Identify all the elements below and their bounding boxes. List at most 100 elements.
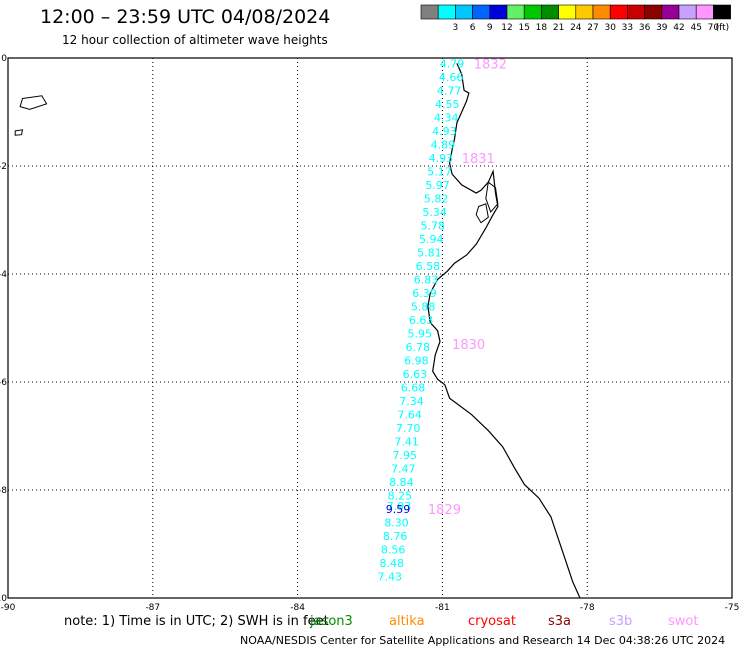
colorbar-label: 42 <box>673 23 684 33</box>
colorbar-label: 21 <box>553 23 564 33</box>
swh-label: 7.70 <box>396 422 421 435</box>
colorbar-label: 36 <box>639 23 651 33</box>
swh-label: 5.88 <box>411 300 436 313</box>
galapagos-island <box>19 95 48 110</box>
plot-border <box>7 57 733 599</box>
swh-label: 4.77 <box>437 84 462 97</box>
swh-label: 6.98 <box>404 354 429 367</box>
mission-altika: altika <box>389 614 425 629</box>
swh-label: 8.56 <box>381 543 406 556</box>
time-label: 1830 <box>452 338 485 353</box>
swh-labels: 4.794.664.774.554.344.934.894.935.175.97… <box>378 57 465 583</box>
swh-label: 7.34 <box>399 395 424 408</box>
colorbar-label: 70 <box>708 23 720 33</box>
colorbar-swatch <box>472 4 491 20</box>
swh-label: 6.63 <box>403 368 428 381</box>
mission-s3b: s3b <box>609 614 632 629</box>
colorbar-swatch <box>523 4 542 20</box>
swh-label: 4.93 <box>429 152 454 165</box>
y-tick-label: -10 <box>0 594 7 604</box>
swh-label: 7.47 <box>391 462 416 475</box>
swh-label: 5.94 <box>419 233 444 246</box>
colorbar-swatch <box>541 4 559 20</box>
swh-label: 6.83 <box>414 273 439 286</box>
swh-label: 5.82 <box>424 192 449 205</box>
swh-label: 5.95 <box>407 327 432 340</box>
swh-label: 7.95 <box>393 449 418 462</box>
time-label: 1829 <box>428 503 461 518</box>
swh-label: 5.78 <box>420 219 445 232</box>
coastline <box>14 63 581 599</box>
chart-subtitle: 12 hour collection of altimeter wave hei… <box>62 33 328 47</box>
swh-label: 6.78 <box>406 341 431 354</box>
colorbar-label: 6 <box>470 23 476 33</box>
colorbar-swatch <box>420 4 439 20</box>
colorbar-swatch <box>609 4 628 20</box>
swh-label: 8.30 <box>384 516 409 529</box>
x-tick-label: -84 <box>290 603 305 613</box>
gulf-island <box>475 203 489 224</box>
swh-label: 8.25 <box>388 489 413 502</box>
galapagos-island <box>14 129 24 136</box>
colorbar-label: 3 <box>453 23 459 33</box>
colorbar-swatch <box>644 4 663 20</box>
x-tick-label: -78 <box>580 603 595 613</box>
y-tick-label: -4 <box>0 270 7 280</box>
colorbar-label: 27 <box>587 23 598 33</box>
note-text: note: 1) Time is in UTC; 2) SWH is in fe… <box>64 614 329 629</box>
time-labels: 1832 1831 1830 1829 <box>428 57 507 518</box>
colorbar-swatch <box>695 4 714 20</box>
colorbar-swatch <box>489 4 508 20</box>
mission-swot: swot <box>668 614 698 629</box>
swh-label: 5.17 <box>427 165 452 178</box>
swh-label: 5.81 <box>417 246 442 259</box>
colorbar-swatch <box>575 4 594 20</box>
swh-label: 4.66 <box>439 71 464 84</box>
colorbar-unit: (ft) <box>716 23 730 33</box>
colorbar-label: 18 <box>536 23 548 33</box>
swh-label: 4.34 <box>434 111 459 124</box>
swh-label: 8.84 <box>389 476 414 489</box>
colorbar-swatch <box>506 4 525 20</box>
mission-cryosat: cryosat <box>468 614 516 629</box>
mission-note: note: 1) Time is in UTC; 2) SWH is in fe… <box>64 614 698 629</box>
swh-label: 5.97 <box>425 179 450 192</box>
swh-label: 8.48 <box>379 557 404 570</box>
time-label: 1832 <box>474 57 507 72</box>
time-label: 1831 <box>462 152 495 167</box>
swh-label: 6.39 <box>412 287 437 300</box>
y-tick-label: -8 <box>0 486 7 496</box>
colorbar-swatch <box>713 4 731 20</box>
mission-s3a: s3a <box>548 614 571 629</box>
swh-label: 7.93 <box>387 500 412 513</box>
x-tick-label: -90 <box>1 603 16 613</box>
swh-label: 5.34 <box>422 206 447 219</box>
swh-label: 7.43 <box>378 570 403 583</box>
swh-label: 4.79 <box>440 57 465 70</box>
mission-jason3: jason3 <box>309 614 353 629</box>
swh-label: 7.41 <box>394 435 419 448</box>
y-tick-label: -6 <box>0 378 7 388</box>
swh-label: 4.93 <box>432 125 457 138</box>
colorbar-label: 24 <box>570 23 582 33</box>
swh-label: 4.89 <box>431 138 456 151</box>
colorbar-label: 15 <box>518 23 529 33</box>
y-tick-label: 0 <box>1 54 7 64</box>
y-tick-label: -2 <box>0 162 7 172</box>
colorbar-label: 12 <box>501 23 512 33</box>
colorbar-swatch <box>455 4 473 20</box>
coastline-line <box>427 63 581 599</box>
colorbar-legend: 3 6 9 12 15 18 21 24 27 30 33 36 39 42 45 70(ft) <box>420 4 731 33</box>
gulf-island <box>485 181 499 213</box>
swh-label: 6.63 <box>409 314 434 327</box>
swh-label: 6.58 <box>416 260 441 273</box>
plot-frame <box>7 57 733 599</box>
colorbar-label: 45 <box>690 23 701 33</box>
colorbar-swatch <box>627 4 645 20</box>
x-tick-label: -75 <box>725 603 740 613</box>
colorbar-label: 30 <box>604 23 616 33</box>
colorbar-label: 39 <box>656 23 668 33</box>
x-tick-label: -87 <box>145 603 160 613</box>
swh-label: 4.55 <box>435 98 460 111</box>
chart-title: 12:00 – 23:59 UTC 04/08/2024 <box>40 6 331 28</box>
